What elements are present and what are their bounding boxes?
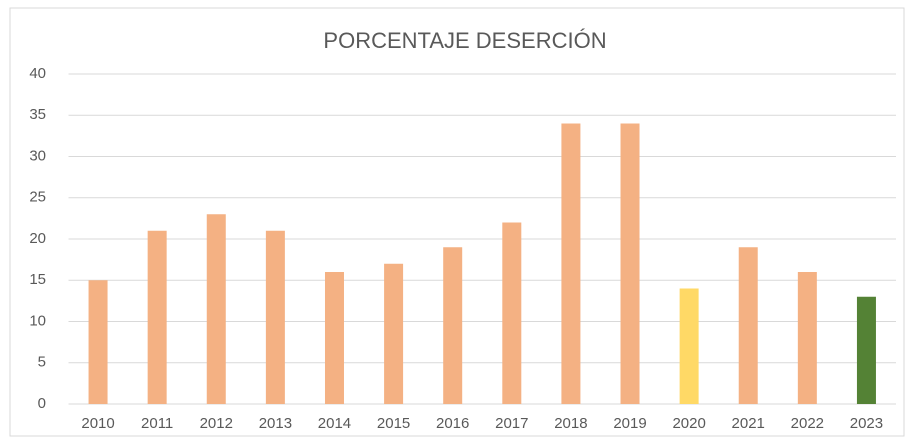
bar [620, 123, 640, 404]
bar [88, 280, 108, 404]
x-tick-label: 2020 [672, 415, 705, 432]
x-tick-label: 2011 [141, 415, 173, 432]
bar [797, 272, 817, 404]
x-tick-label: 2014 [318, 415, 351, 432]
bar [324, 272, 344, 404]
chart-title: PORCENTAJE DESERCIÓN [323, 28, 606, 53]
y-tick-label: 30 [29, 147, 46, 164]
y-tick-label: 10 [29, 312, 46, 329]
bar [147, 230, 167, 404]
bar [206, 214, 226, 404]
bar [738, 247, 758, 404]
x-tick-label: 2018 [554, 415, 587, 432]
bar [443, 247, 463, 404]
y-tick-label: 15 [29, 271, 46, 288]
bar [502, 222, 522, 404]
x-tick-label: 2019 [613, 415, 646, 432]
x-tick-label: 2016 [436, 415, 469, 432]
x-tick-label: 2012 [200, 415, 233, 432]
bar [856, 296, 876, 404]
y-tick-label: 35 [29, 106, 46, 123]
y-tick-label: 25 [29, 189, 46, 206]
y-tick-label: 0 [38, 395, 46, 412]
x-tick-label: 2021 [732, 415, 765, 432]
x-tick-label: 2015 [377, 415, 410, 432]
x-tick-label: 2013 [259, 415, 292, 432]
y-tick-label: 40 [29, 65, 46, 82]
bar [384, 263, 404, 404]
bar [265, 230, 285, 404]
x-tick-label: 2010 [81, 415, 114, 432]
x-tick-label: 2017 [495, 415, 528, 432]
bar [561, 123, 581, 404]
bar [679, 288, 699, 404]
x-tick-label: 2022 [791, 415, 824, 432]
y-tick-label: 5 [38, 354, 46, 371]
y-tick-label: 20 [29, 230, 46, 247]
x-tick-label: 2023 [850, 415, 883, 432]
